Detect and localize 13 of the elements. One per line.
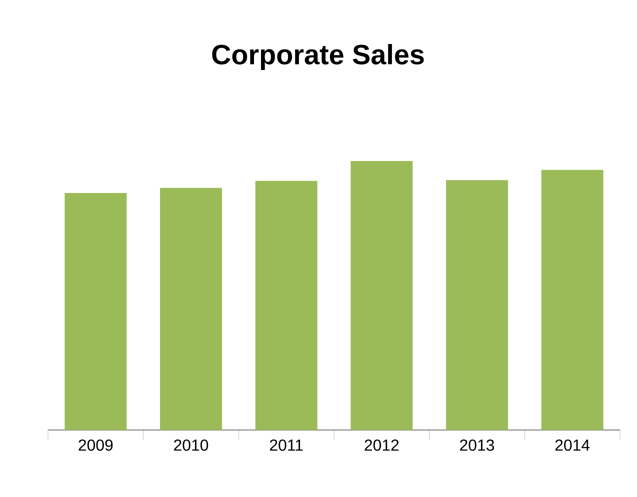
bar bbox=[350, 160, 413, 430]
bar bbox=[541, 170, 604, 430]
x-tick-label: 2009 bbox=[78, 440, 113, 451]
x-tick-label: 2014 bbox=[555, 440, 590, 451]
x-tick-label: 2013 bbox=[460, 440, 494, 451]
chart-title: Corporate Sales bbox=[212, 44, 424, 70]
x-tick-label: 2012 bbox=[364, 440, 399, 451]
x-tick-label: 2010 bbox=[174, 440, 208, 451]
bar bbox=[446, 180, 508, 430]
x-tick-label: 2011 bbox=[270, 440, 303, 451]
bar bbox=[160, 188, 222, 430]
bar bbox=[64, 192, 127, 430]
bar bbox=[255, 180, 318, 430]
